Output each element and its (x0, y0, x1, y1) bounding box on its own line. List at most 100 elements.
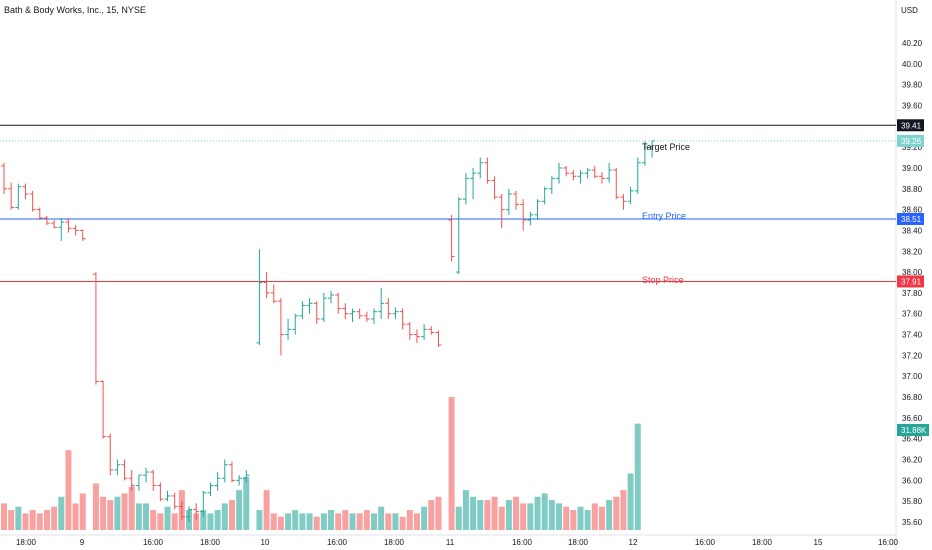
volume-bar (320, 513, 327, 530)
current-tag-bg (897, 119, 924, 132)
ohlc-bar (342, 303, 349, 319)
last-close-tag-bg (897, 134, 924, 147)
volume-bar (421, 506, 428, 530)
volume-bar (591, 503, 598, 530)
time-tick-label: 11 (446, 538, 455, 547)
ohlc-bar (207, 482, 214, 496)
ohlc-bar (548, 176, 555, 194)
price-tick-label: 36.80 (902, 393, 923, 402)
price-tick-label: 36.40 (902, 435, 923, 444)
ohlc-bar (520, 199, 527, 231)
entry-tag-bg (897, 212, 924, 225)
ohlc-bar (527, 211, 534, 226)
price-tick-label: 39.00 (902, 164, 923, 173)
volume-bar (570, 510, 577, 530)
price-tick-label: 37.00 (902, 372, 923, 381)
ohlc-bar (157, 482, 164, 502)
volume-bar (107, 500, 114, 530)
volume-bar (577, 506, 584, 530)
time-tick-label: 16:00 (327, 538, 348, 547)
ohlc-bar (627, 186, 634, 205)
volume-bar (8, 510, 15, 530)
volume-bar (22, 513, 29, 530)
volume-bar (462, 490, 469, 530)
price-tick-label: 37.40 (902, 331, 923, 340)
volume-bar (228, 500, 235, 530)
price-tick-label: 38.80 (902, 185, 923, 194)
volume-bar (335, 513, 342, 530)
volume-bar (563, 506, 570, 530)
volume-bar (448, 397, 455, 530)
price-tick-label: 37.80 (902, 289, 923, 298)
ohlc-bar (270, 284, 277, 304)
time-tick-label: 18:00 (200, 538, 221, 547)
time-tick-label: 16:00 (878, 538, 899, 547)
price-tick-label: 40.20 (902, 39, 923, 48)
volume-bar (527, 503, 534, 530)
volume-bar (270, 513, 277, 530)
ohlc-bar (164, 490, 171, 502)
ohlc-bar (313, 301, 320, 325)
ohlc-bar (421, 324, 428, 340)
ohlc-bar (620, 193, 627, 210)
ohlc-bar (491, 176, 498, 200)
volume-bar (620, 490, 627, 530)
price-tick-label: 35.80 (902, 497, 923, 506)
volume-bar (627, 473, 634, 530)
volume-bar (541, 493, 548, 530)
ohlc-bar (22, 183, 29, 200)
volume-bar (498, 506, 505, 530)
price-tags: 39.41 39.26 38.51 37.91 31.88K (897, 119, 929, 436)
volume-bar (556, 503, 562, 530)
ohlc-bar (65, 217, 72, 233)
price-tick-label: 38.40 (902, 226, 923, 235)
volume-bar (164, 506, 171, 530)
ohlc-bar (613, 167, 620, 200)
ohlc-bar (363, 311, 370, 323)
time-tick-label: 16:00 (143, 538, 164, 547)
price-tick-label: 36.00 (902, 476, 923, 485)
price-tick-label: 37.60 (902, 310, 923, 319)
volume-bar (435, 496, 442, 530)
ohlc-bar (29, 190, 36, 212)
ohlc-bar (51, 220, 58, 229)
time-tick-label: 18:00 (752, 538, 773, 547)
volume-bar (236, 490, 243, 530)
volume-bar (171, 513, 178, 530)
ohlc-bar (462, 173, 469, 205)
ohlc-bar (1, 162, 7, 194)
ohlc-bar (406, 322, 413, 340)
volume-bar (606, 500, 613, 530)
ohlc-bar (470, 167, 477, 200)
ohlc-bar (277, 298, 284, 356)
ohlc-bar (186, 506, 192, 522)
ohlc-bar (15, 183, 22, 210)
current-tag-label: 39.41 (901, 121, 922, 130)
price-tick-label: 38.20 (902, 247, 923, 256)
last-close-tag-label: 39.26 (901, 137, 922, 146)
ohlc-bar (200, 490, 207, 517)
volume-bar (221, 503, 228, 530)
price-tick-label: 40.00 (902, 60, 923, 69)
volume-bar (378, 506, 385, 530)
volume-bar (263, 490, 270, 530)
time-tick-label: 18:00 (16, 538, 37, 547)
volume-bar (491, 496, 498, 530)
time-axis: 18:00 9 16:00 18:00 10 16:00 18:00 11 16:00 18:00… (16, 538, 899, 547)
ohlc-bar (243, 469, 250, 483)
volume-bar (634, 423, 641, 530)
volume-bar (157, 513, 164, 530)
volume-bar (385, 513, 392, 530)
volume-bar (484, 500, 491, 530)
ohlc-bar (641, 140, 648, 166)
ohlc-bar (107, 433, 114, 476)
volume-bar (349, 513, 356, 530)
volume-bar (15, 506, 22, 530)
ohlc-bar (349, 308, 356, 323)
ohlc-bar (36, 207, 43, 221)
ohlc-bar (292, 313, 299, 335)
volume-bar (356, 513, 363, 530)
chart-title: Bath & Body Works, Inc., 15, NYSE (4, 5, 146, 15)
time-tick-label: 9 (80, 538, 85, 547)
